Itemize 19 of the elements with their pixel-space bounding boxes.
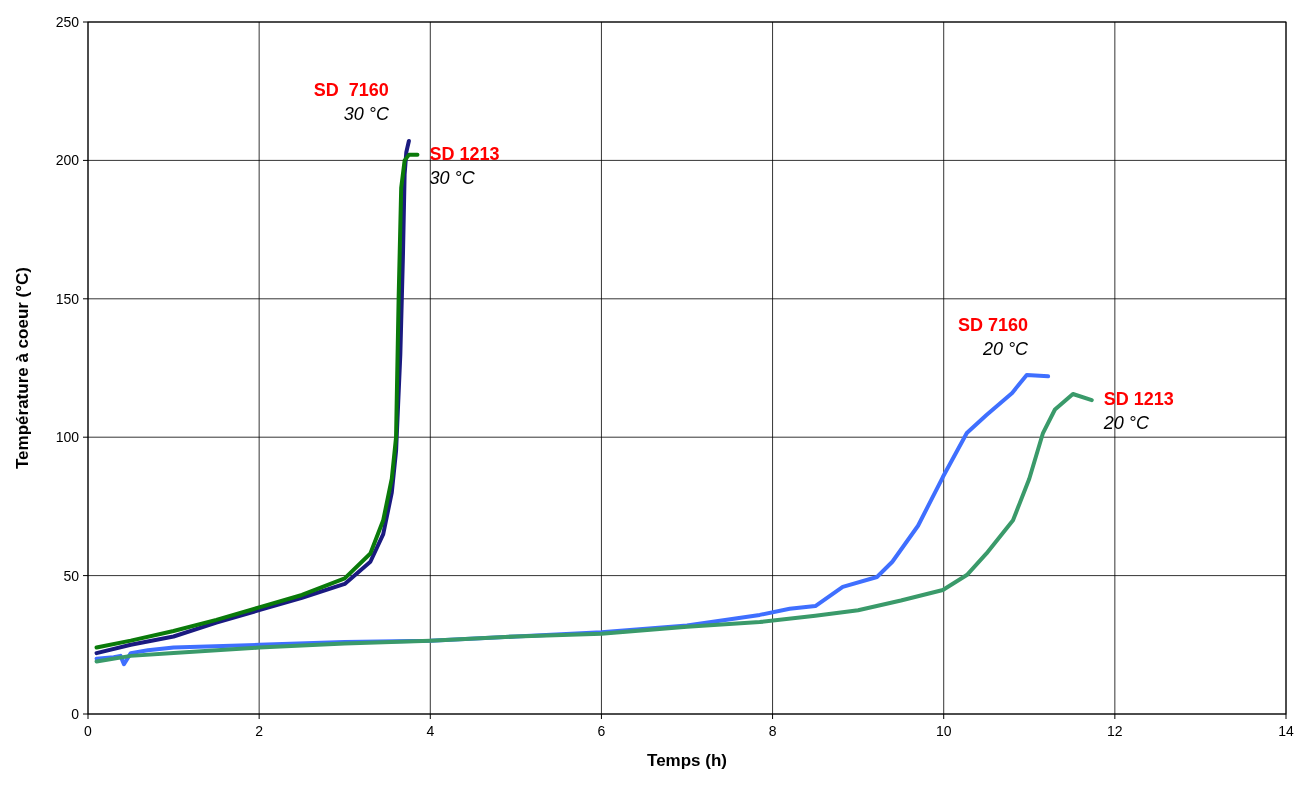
x-tick-label: 6 bbox=[597, 723, 606, 739]
x-tick-label: 12 bbox=[1107, 723, 1123, 739]
x-tick-label: 10 bbox=[935, 723, 952, 739]
x-tick-label: 0 bbox=[84, 723, 93, 739]
y-tick-label: 250 bbox=[55, 14, 80, 30]
series-label: SD 7160 20 °C bbox=[958, 315, 1030, 360]
y-axis-title: Température à coeur (°C) bbox=[13, 266, 32, 470]
x-axis-title: Temps (h) bbox=[647, 751, 727, 770]
y-tick-label: 200 bbox=[55, 152, 80, 169]
y-tick-label: 150 bbox=[55, 290, 80, 307]
series-label: SD 7160 30 °C bbox=[313, 80, 390, 125]
y-tick-label: 100 bbox=[55, 429, 80, 446]
series-label: SD 1213 20 °C bbox=[1102, 389, 1174, 434]
x-tick-label: 4 bbox=[426, 723, 435, 739]
y-tick-label: 50 bbox=[63, 567, 80, 584]
y-tick-label: 0 bbox=[71, 706, 80, 722]
x-tick-label: 14 bbox=[1278, 723, 1294, 739]
x-tick-label: 2 bbox=[255, 723, 264, 739]
x-tick-label: 8 bbox=[768, 723, 777, 739]
